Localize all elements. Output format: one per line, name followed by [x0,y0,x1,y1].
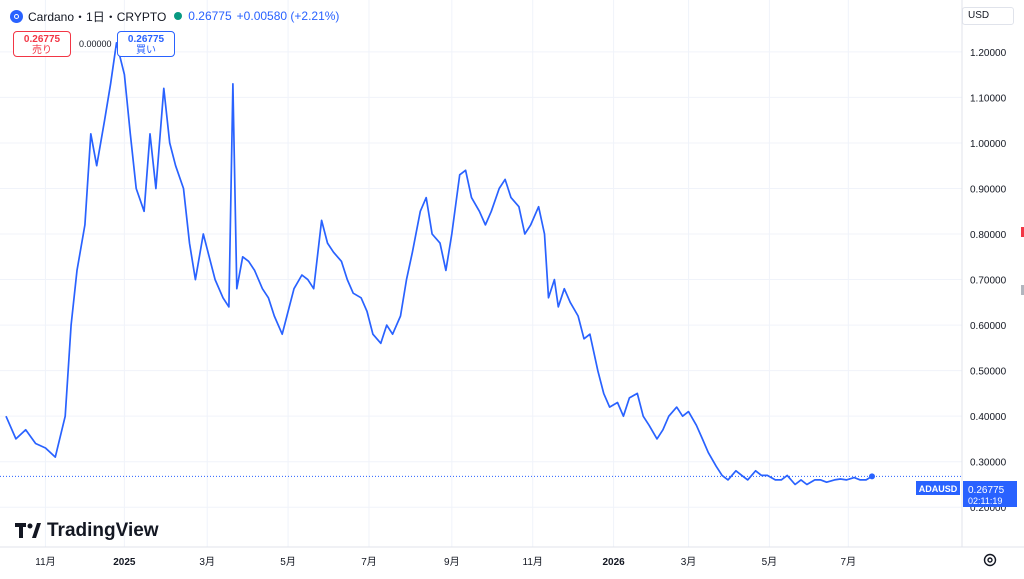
price-label-bg [963,481,1017,507]
y-tick-label: 0.30000 [970,458,1007,469]
settings-gear-icon[interactable] [982,552,998,568]
buy-label: 買い [136,45,156,56]
x-tick-label: 7月 [841,556,857,568]
y-tick-label: 1.00000 [970,139,1007,150]
symbol-header: Cardano・1日・CRYPTO 0.26775 +0.00580 (+2.2… [10,8,339,24]
buy-button[interactable]: 0.26775 買い [117,31,175,57]
market-status-icon [174,12,183,20]
scroll-marker-icon [1021,285,1024,295]
y-tick-label: 0.80000 [970,230,1007,241]
y-tick-label: 0.40000 [970,412,1007,423]
alert-marker-icon [1021,227,1024,237]
buy-price: 0.26775 [127,34,165,45]
sell-label: 売り [32,45,52,56]
y-tick-label: 0.60000 [970,321,1007,332]
sell-button[interactable]: 0.26775 売り [13,31,71,57]
ticker-tag-text: ADAUSD [919,484,958,494]
y-tick-label: 0.50000 [970,367,1007,378]
ticker-tag [916,481,960,495]
y-tick-label: 0.90000 [970,184,1007,195]
price-label-value: 0.26775 [968,485,1005,496]
x-tick-label: 11月 [35,556,55,568]
tradingview-logo-icon [15,523,41,538]
y-tick-label: 1.10000 [970,93,1007,104]
y-tick-label: 1.20000 [970,48,1007,59]
x-tick-label: 3月 [199,556,215,568]
price-series-line [5,41,873,486]
tradingview-logo[interactable]: TradingView [15,520,159,542]
x-tick-label: 5月 [280,556,296,568]
symbol-title[interactable]: Cardano・1日・CRYPTO [28,9,167,24]
x-tick-label: 5月 [762,556,778,568]
sell-price: 0.26775 [23,34,61,45]
time-axis[interactable]: 11月 2025 3月 5月 7月 9月 11月 2026 3月 5月 7月 [35,556,856,568]
x-tick-label: 9月 [444,556,460,568]
tradingview-logo-text: TradingView [47,520,159,541]
price-tag: ADAUSD 0.26775 02:11:19 [916,481,1017,507]
y-tick-label: 0.20000 [970,503,1007,514]
currency-select[interactable]: USD [962,7,1014,25]
price-change: +0.00580 (+2.21%) [236,9,340,23]
chart-grid [0,0,962,547]
price-axis[interactable]: 1.20000 1.10000 1.00000 0.90000 0.80000 0.700… [970,48,1007,514]
x-tick-label: 2025 [113,557,136,568]
price-label-countdown: 02:11:19 [968,496,1002,506]
x-tick-label: 7月 [361,556,377,568]
cardano-logo-icon [10,9,23,23]
x-tick-label: 3月 [681,556,697,568]
y-tick-label: 0.70000 [970,276,1007,287]
x-tick-label: 11月 [523,556,543,568]
x-tick-label: 2026 [602,557,625,568]
last-price-dot [869,473,875,480]
last-price: 0.26775 [188,9,232,23]
spread-value: 0.00000 [79,39,112,49]
